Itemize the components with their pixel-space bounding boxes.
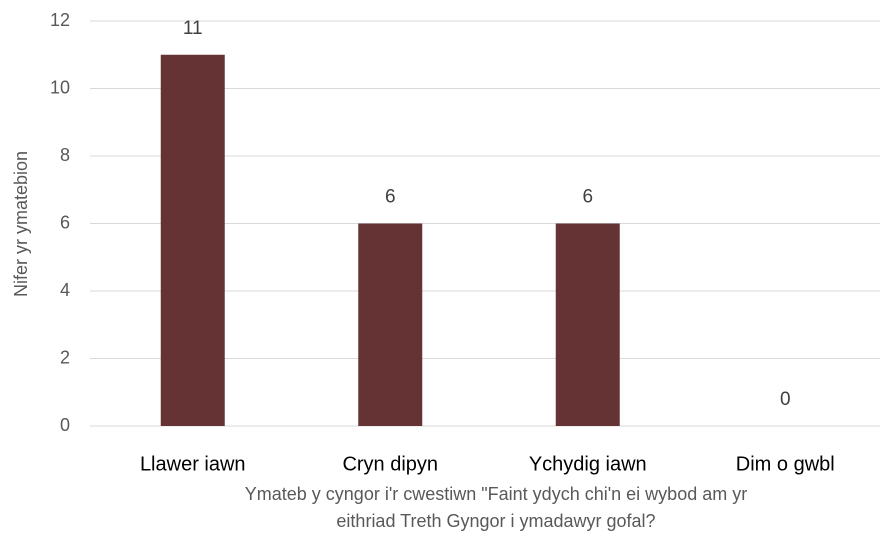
y-tick-label: 4	[60, 280, 70, 300]
x-tick-label: Dim o gwbl	[736, 453, 835, 475]
bar	[358, 223, 423, 426]
data-label: 0	[780, 389, 791, 410]
data-label: 11	[183, 18, 203, 39]
y-tick-label: 6	[60, 212, 70, 232]
data-label: 6	[582, 187, 593, 208]
y-tick-label: 12	[50, 10, 70, 30]
data-label: 6	[385, 187, 396, 208]
y-tick-label: 10	[50, 77, 70, 97]
x-axis-title: Ymateb y cyngor i'r cwestiwn "Faint ydyc…	[245, 484, 747, 504]
x-tick-label: Ychydig iawn	[529, 453, 647, 475]
y-axis-title: Nifer yr ymatebion	[11, 151, 31, 297]
y-tick-label: 0	[60, 415, 70, 435]
y-tick-label: 2	[60, 347, 70, 367]
x-tick-label: Cryn dipyn	[342, 453, 438, 475]
bar	[160, 54, 225, 426]
x-axis-title: eithriad Treth Gyngor i ymadawyr gofal?	[336, 511, 655, 531]
y-tick-label: 8	[60, 145, 70, 165]
x-tick-label: Llawer iawn	[140, 453, 246, 475]
bar	[555, 223, 620, 426]
